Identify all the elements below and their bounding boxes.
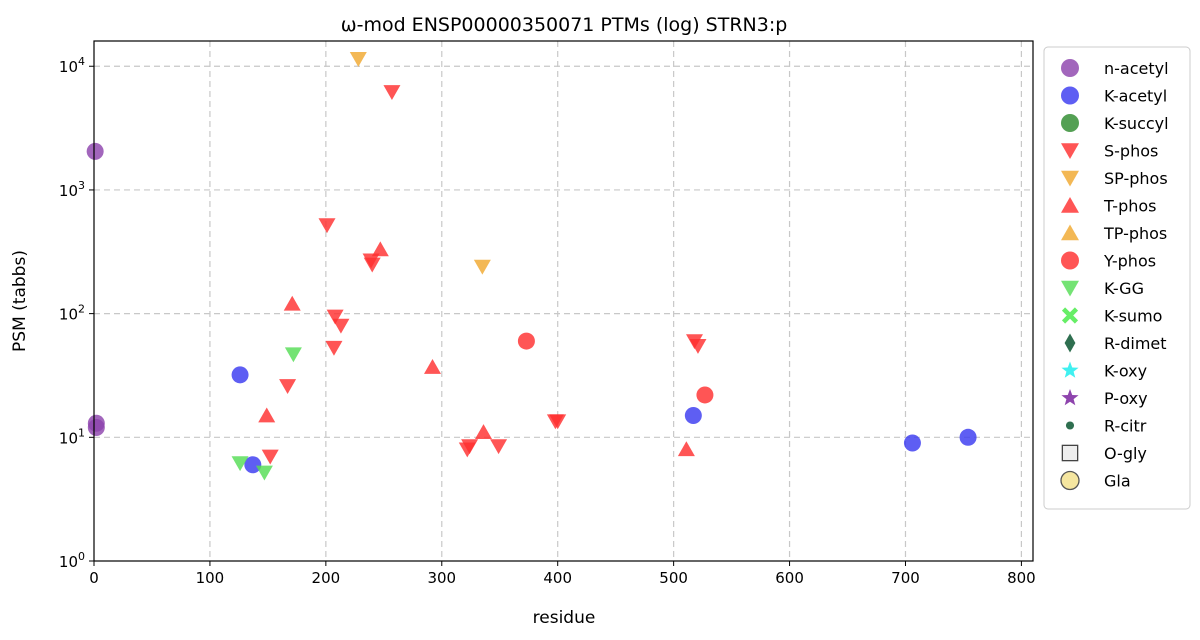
legend-label: TP-phos [1103, 224, 1167, 243]
data-point-SP-phos [473, 259, 491, 275]
data-point-T-phos [258, 407, 276, 423]
data-point-SP-phos [349, 51, 367, 67]
legend-marker [1061, 389, 1079, 406]
data-point-n-acetyl [87, 419, 105, 437]
x-tick-label: 700 [891, 569, 920, 587]
legend-label: K-sumo [1104, 307, 1162, 326]
legend: n-acetyl K-acetyl K-succyl S-phos SP-phos T-p… [1043, 46, 1191, 510]
legend-label: P-oxy [1104, 389, 1148, 408]
y-tick-label: 101 [59, 426, 85, 447]
legend-marker [1061, 224, 1079, 241]
data-point-K-acetyl [684, 407, 702, 425]
x-tick-label: 800 [1007, 569, 1036, 587]
legend-label: K-succyl [1104, 114, 1169, 133]
legend-label: T-phos [1103, 197, 1157, 216]
y-axis: 100 101 102 103 104 [59, 55, 94, 571]
data-point-S-phos [332, 318, 350, 334]
x-tick-label: 600 [775, 569, 804, 587]
data-point-S-phos [325, 340, 343, 356]
legend-frame [1043, 46, 1191, 510]
data-point-S-phos [383, 85, 401, 101]
legend-marker [1065, 421, 1075, 430]
legend-marker [1061, 251, 1079, 270]
x-tick-label: 100 [196, 569, 225, 587]
data-point-K-GG [284, 347, 302, 363]
x-axis: 0 100 200 300 400 500 600 700 800 [89, 561, 1036, 587]
data-point-n-acetyl [86, 142, 104, 160]
data-point-S-phos [261, 449, 279, 465]
data-point-K-acetyl [231, 366, 249, 384]
legend-marker [1061, 86, 1079, 105]
legend-label: Gla [1104, 472, 1131, 491]
y-tick-label: 103 [59, 179, 85, 200]
data-point-K-acetyl [244, 456, 262, 474]
data-point-S-phos [549, 414, 567, 430]
data-point-T-phos [283, 295, 301, 311]
y-tick-label: 100 [59, 550, 85, 571]
data-point-S-phos [689, 338, 707, 354]
data-point-K-acetyl [959, 428, 977, 446]
legend-label: K-GG [1104, 279, 1144, 298]
data-point-S-phos [461, 439, 479, 455]
legend-label: O-gly [1104, 444, 1147, 463]
legend-label: Y-phos [1103, 252, 1156, 271]
legend-marker [1061, 59, 1079, 77]
data-point-T-phos [371, 241, 389, 257]
data-point-T-phos [424, 358, 442, 374]
legend-label: n-acetyl [1104, 59, 1169, 78]
legend-marker [1064, 333, 1076, 353]
data-point-S-phos [490, 439, 508, 455]
data-point-Y-phos [517, 332, 535, 350]
legend-marker [1060, 470, 1080, 491]
y-tick-label: 102 [59, 303, 85, 324]
legend-label: SP-phos [1104, 169, 1168, 188]
data-point-S-phos [363, 257, 381, 273]
x-tick-label: 300 [427, 569, 456, 587]
data-point-Y-phos [696, 386, 714, 404]
legend-marker [1061, 143, 1079, 160]
data-points [86, 51, 977, 481]
legend-marker [1061, 280, 1079, 297]
legend-label: K-acetyl [1104, 87, 1167, 106]
x-tick-label: 0 [89, 569, 99, 587]
data-point-T-phos [677, 441, 695, 457]
legend-marker [1061, 361, 1079, 378]
grid-lines [94, 41, 1033, 561]
data-point-K-GG [255, 465, 273, 481]
x-axis-label: residue [533, 608, 596, 628]
data-point-S-phos [326, 309, 344, 325]
legend-label: K-oxy [1104, 362, 1147, 381]
legend-marker [1061, 307, 1079, 324]
legend-marker [1061, 114, 1079, 132]
data-point-S-phos [318, 218, 336, 234]
y-axis-label: PSM (tabbs) [10, 250, 30, 352]
data-point-S-phos [279, 379, 297, 395]
x-tick-label: 400 [543, 569, 572, 587]
x-tick-label: 200 [312, 569, 341, 587]
chart-title: ω-mod ENSP00000350071 PTMs (log) STRN3:p [341, 14, 788, 36]
legend-label: R-citr [1104, 417, 1147, 436]
legend-marker [1061, 170, 1079, 187]
data-point-T-phos [475, 424, 493, 439]
legend-marker [1061, 196, 1079, 213]
plot-frame [93, 40, 1034, 562]
x-tick-label: 500 [659, 569, 688, 587]
y-tick-label: 104 [59, 55, 85, 76]
data-point-K-acetyl [903, 434, 921, 452]
legend-label: S-phos [1104, 142, 1158, 161]
legend-label: R-dimet [1104, 334, 1167, 353]
data-point-K-GG [231, 456, 249, 472]
legend-marker [1061, 444, 1079, 462]
